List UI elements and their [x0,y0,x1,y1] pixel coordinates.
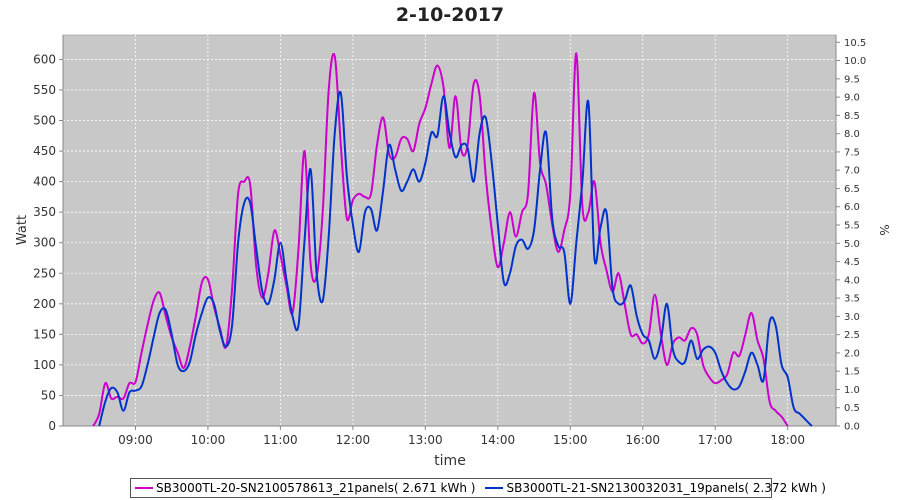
y2-tick-label: 9.0 [844,93,860,104]
legend: SB3000TL-20-SN2100578613_21panels( 2.671… [130,478,826,498]
y2-tick-label: 4.0 [844,275,860,286]
y-tick-label: 600 [33,52,56,66]
x-tick-label: 15:00 [553,433,588,447]
legend-item-series-1: SB3000TL-20-SN2100578613_21panels( 2.671… [135,481,475,495]
y-tick-label: 200 [33,297,56,311]
y-axis-left: 0 50 100 150 200 250 300 350 400 450 500 550 600 [33,35,64,433]
x-tick-label: 17:00 [698,433,733,447]
x-axis-label: time [434,453,466,469]
y-tick-label: 50 [41,388,56,402]
y-tick-label: 400 [33,175,56,189]
legend-label: SB3000TL-20-SN2100578613_21panels( 2.671… [156,481,476,495]
y-tick-label: 550 [33,83,56,97]
x-tick-label: 11:00 [263,433,298,447]
legend-swatch [485,487,504,489]
x-tick-label: 16:00 [625,433,660,447]
y2-tick-label: 5.0 [844,239,860,250]
x-tick-label: 13:00 [408,433,443,447]
y2-tick-label: 6.0 [844,202,860,213]
y2-tick-label: 10.5 [844,38,866,49]
series-line-2 [98,90,813,427]
y2-tick-label: 7.5 [844,147,860,158]
y-tick-label: 0 [48,419,56,433]
y-tick-label: 150 [33,327,56,341]
y2-tick-label: 6.5 [844,184,860,195]
y2-tick-label: 4.5 [844,257,860,268]
y2-tick-label: 2.5 [844,330,860,341]
x-tick-label: 10:00 [191,433,226,447]
legend-label: SB3000TL-21-SN2130032031_19panels( 2.372… [506,481,826,495]
y2-tick-label: 7.0 [844,166,860,177]
y2-tick-label: 9.5 [844,74,860,85]
legend-item-series-2: SB3000TL-21-SN2130032031_19panels( 2.372… [485,481,826,495]
y2-tick-label: 1.5 [844,367,860,378]
legend-swatch [135,487,153,489]
y2-tick-label: 8.0 [844,129,860,140]
x-tick-label: 09:00 [118,433,153,447]
y2-tick-label: 3.0 [844,312,860,323]
y2-tick-label: 0.5 [844,403,860,414]
y-tick-label: 500 [33,114,56,128]
x-axis: 09:00 10:00 11:00 12:00 13:00 14:00 15:00 16:00… [63,425,836,447]
y2-tick-label: 10.0 [844,56,866,67]
y2-tick-label: 0.0 [844,422,860,433]
plot-area [62,34,837,427]
x-tick-label: 18:00 [770,433,805,447]
y2-tick-label: 2.0 [844,348,860,359]
y-axis-right: 0.0 0.5 1.0 1.5 2.0 2.5 3.0 3.5 4.0 4.5 5.0 5.5 6.0 6… [835,35,866,433]
y2-tick-label: 8.5 [844,111,860,122]
y-tick-label: 450 [33,144,56,158]
y-tick-label: 350 [33,205,56,219]
y2-axis-label: % [877,224,891,235]
y2-tick-label: 3.5 [844,294,860,305]
chart-title: 2-10-2017 [396,4,504,26]
y-tick-label: 300 [33,236,56,250]
y2-tick-label: 1.0 [844,385,860,396]
grid-lines [63,35,836,426]
x-tick-label: 14:00 [481,433,516,447]
y-axis-label: Watt [15,215,30,245]
series-layer [92,52,813,427]
y-tick-label: 250 [33,266,56,280]
x-tick-label: 12:00 [336,433,371,447]
y-tick-label: 100 [33,358,56,372]
y2-tick-label: 5.5 [844,221,860,232]
